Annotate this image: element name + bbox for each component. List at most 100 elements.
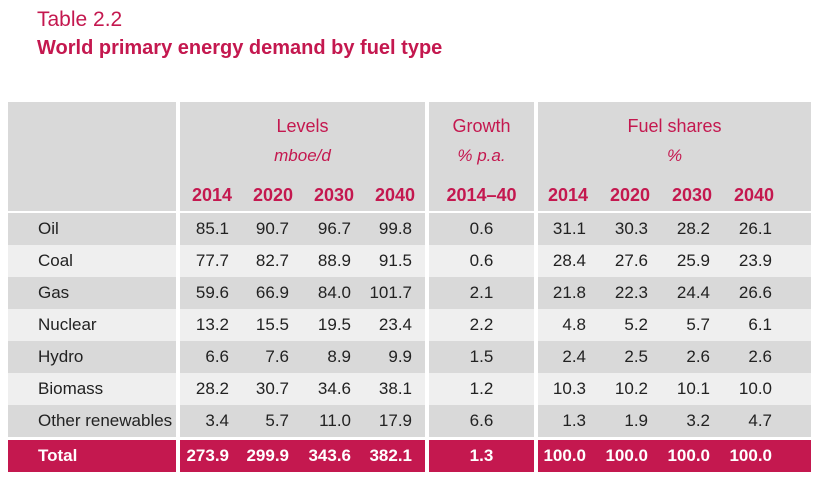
table-row-coal: Coal 77.7 82.7 88.9 91.5 0.6 28.4 27.6 2…	[8, 245, 811, 277]
row-label: Nuclear	[38, 315, 97, 334]
growth-value: 2.1	[469, 283, 494, 302]
level-value: 66.9	[255, 283, 289, 302]
level-value: 84.0	[317, 283, 351, 302]
share-value: 10.2	[614, 379, 648, 398]
header-shares-title: Fuel shares	[627, 116, 722, 136]
header-growth-title: Growth	[452, 116, 511, 136]
share-value: 100.0	[543, 446, 586, 465]
table-title: World primary energy demand by fuel type	[37, 37, 443, 59]
share-value: 21.8	[552, 283, 586, 302]
level-value: 90.7	[255, 219, 289, 238]
growth-value: 1.2	[469, 379, 494, 398]
level-value: 15.5	[255, 315, 289, 334]
share-value: 5.7	[686, 315, 710, 334]
row-label: Total	[38, 446, 78, 465]
level-value: 273.9	[186, 446, 229, 465]
header-levels: Levels mboe/d 2014 2020 2030 2040	[180, 102, 425, 211]
row-label: Biomass	[38, 379, 104, 398]
row-label: Oil	[38, 219, 59, 238]
level-value: 382.1	[369, 446, 412, 465]
share-value: 100.0	[605, 446, 648, 465]
share-value: 22.3	[614, 283, 648, 302]
level-value: 34.6	[317, 379, 351, 398]
share-value: 2.6	[686, 347, 710, 366]
level-value: 59.6	[195, 283, 229, 302]
level-value: 96.7	[317, 219, 351, 238]
share-value: 24.4	[676, 283, 710, 302]
header-levels-year: 2030	[313, 185, 355, 205]
header-levels-unit: mboe/d	[274, 146, 331, 165]
header-growth-period: 2014–40	[446, 185, 517, 205]
share-value: 10.1	[676, 379, 710, 398]
header-levels-year: 2020	[252, 185, 294, 205]
table-row-other-renewables: Other renewables 3.4 5.7 11.0 17.9 6.6 1…	[8, 405, 811, 437]
level-value: 91.5	[378, 251, 412, 270]
level-value: 85.1	[195, 219, 229, 238]
row-label: Coal	[38, 251, 73, 270]
level-value: 23.4	[378, 315, 412, 334]
growth-value: 0.6	[469, 251, 494, 270]
share-value: 100.0	[667, 446, 710, 465]
level-value: 5.7	[265, 411, 289, 430]
header-growth: Growth % p.a. 2014–40	[429, 102, 534, 211]
share-value: 1.3	[562, 411, 586, 430]
header-levels-year: 2040	[374, 185, 416, 205]
header-fuel-shares: Fuel shares % 2014 2020 2030 2040	[538, 102, 811, 211]
share-value: 5.2	[624, 315, 648, 334]
share-value: 28.2	[676, 219, 710, 238]
level-value: 9.9	[388, 347, 412, 366]
share-value: 6.1	[748, 315, 772, 334]
table-row-hydro: Hydro 6.6 7.6 8.9 9.9 1.5 2.4 2.5 2.6 2.…	[8, 341, 811, 373]
table-row-gas: Gas 59.6 66.9 84.0 101.7 2.1 21.8 22.3 2…	[8, 277, 811, 309]
header-shares-year: 2030	[671, 185, 713, 205]
share-value: 1.9	[624, 411, 648, 430]
level-value: 38.1	[378, 379, 412, 398]
header-levels-title: Levels	[276, 116, 329, 136]
share-value: 10.3	[552, 379, 586, 398]
share-value: 28.4	[552, 251, 586, 270]
growth-value: 1.3	[469, 446, 494, 465]
level-value: 8.9	[327, 347, 351, 366]
table-row-total: Total 273.9 299.9 343.6 382.1 1.3 100.0 …	[8, 440, 811, 472]
level-value: 6.6	[205, 347, 229, 366]
share-value: 31.1	[552, 219, 586, 238]
level-value: 3.4	[205, 411, 229, 430]
header-shares-year: 2040	[733, 185, 775, 205]
share-value: 3.2	[686, 411, 710, 430]
share-value: 2.5	[624, 347, 648, 366]
level-value: 99.8	[378, 219, 412, 238]
share-value: 26.1	[738, 219, 772, 238]
share-value: 10.0	[738, 379, 772, 398]
growth-value: 0.6	[469, 219, 494, 238]
row-label: Other renewables	[38, 411, 173, 430]
share-value: 30.3	[614, 219, 648, 238]
table-row-biomass: Biomass 28.2 30.7 34.6 38.1 1.2 10.3 10.…	[8, 373, 811, 405]
level-value: 101.7	[369, 283, 412, 302]
level-value: 88.9	[317, 251, 351, 270]
header-shares-unit: %	[666, 146, 683, 165]
level-value: 299.9	[246, 446, 289, 465]
share-value: 27.6	[614, 251, 648, 270]
header-shares-year: 2014	[547, 185, 589, 205]
level-value: 82.7	[255, 251, 289, 270]
share-value: 4.7	[748, 411, 772, 430]
level-value: 343.6	[308, 446, 351, 465]
share-value: 100.0	[729, 446, 772, 465]
row-label: Hydro	[38, 347, 84, 366]
share-value: 2.4	[562, 347, 586, 366]
level-value: 19.5	[317, 315, 351, 334]
header-row-label-cell	[8, 102, 176, 211]
table-row-nuclear: Nuclear 13.2 15.5 19.5 23.4 2.2 4.8 5.2 …	[8, 309, 811, 341]
share-value: 26.6	[738, 283, 772, 302]
growth-value: 2.2	[469, 315, 494, 334]
share-value: 23.9	[738, 251, 772, 270]
share-value: 2.6	[748, 347, 772, 366]
level-value: 28.2	[195, 379, 229, 398]
row-label: Gas	[38, 283, 70, 302]
header-shares-year: 2020	[609, 185, 651, 205]
level-value: 17.9	[378, 411, 412, 430]
level-value: 11.0	[319, 411, 351, 430]
table-row-oil: Oil 85.1 90.7 96.7 99.8 0.6 31.1 30.3 28…	[8, 213, 811, 245]
level-value: 13.2	[195, 315, 229, 334]
level-value: 77.7	[195, 251, 229, 270]
